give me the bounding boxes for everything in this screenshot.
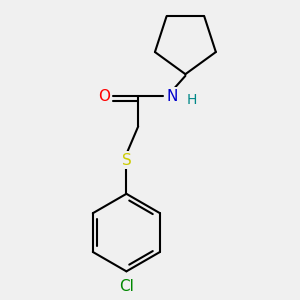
- Text: Cl: Cl: [119, 279, 134, 294]
- Text: N: N: [166, 88, 178, 104]
- Text: S: S: [122, 153, 131, 168]
- Text: O: O: [98, 88, 110, 104]
- Text: H: H: [187, 93, 197, 107]
